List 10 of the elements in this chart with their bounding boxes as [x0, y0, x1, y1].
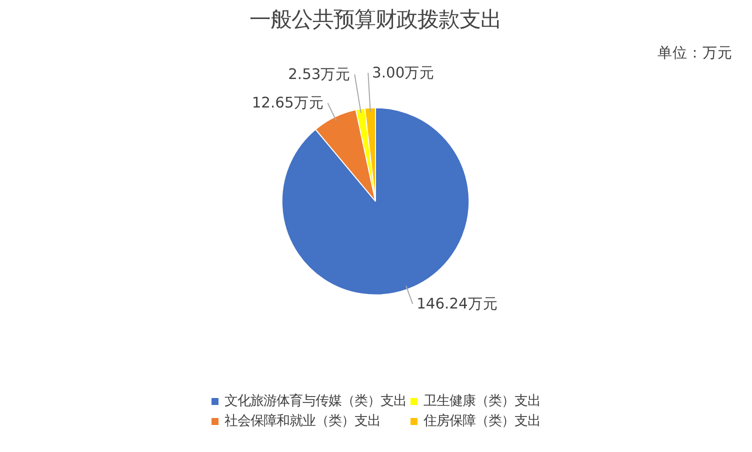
data-label: 12.65万元 — [252, 94, 324, 112]
text: 单位：万元 — [658, 44, 733, 62]
chart-title: 一般公共预算财政拨款支出 — [250, 8, 502, 32]
data-label: 2.53万元 — [288, 66, 351, 83]
legend-label: 文化旅游体育与传媒（类）支出 — [224, 392, 406, 410]
legend-label: 卫生健康（类）支出 — [424, 392, 540, 410]
data-label: 146.24万元 — [416, 295, 498, 312]
legend-label: 住房保障（类）支出 — [424, 412, 540, 430]
legend-label: 社会保障和就业（类）支出 — [224, 412, 380, 430]
data-label: 3.00万元 — [372, 64, 435, 82]
